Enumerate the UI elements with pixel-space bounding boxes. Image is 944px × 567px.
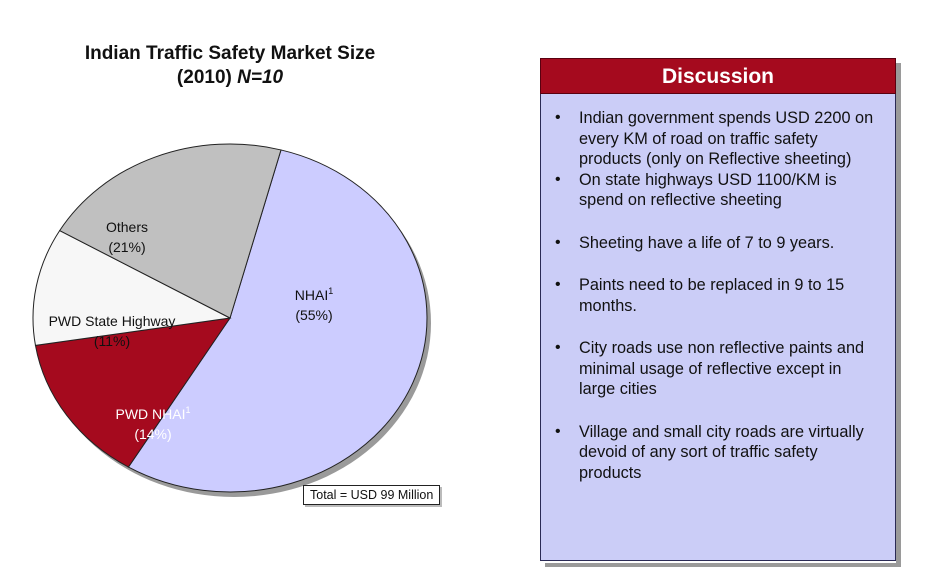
- total-label: Total = USD 99 Million: [303, 485, 441, 505]
- chart-title-main: Indian Traffic Safety Market Size: [84, 43, 376, 64]
- slice-percent-label: (21%): [108, 239, 145, 255]
- bullet-dot: •: [555, 422, 561, 440]
- pie-chart: NHAI1 (55%) PWD NHAI1 (14%) PWD State Highwa…: [32, 143, 431, 497]
- discussion-panel: Discussion • Indian government spends USD…: [540, 58, 896, 563]
- bullet-item: • City roads use non reflective paints an…: [553, 338, 879, 400]
- bullet-text: City roads use non reflective paints and…: [579, 339, 865, 398]
- bullet-text: On state highways USD 1100/KM is spend o…: [579, 170, 837, 210]
- bullet-text: Village and small city roads are virtual…: [579, 422, 864, 482]
- sample-size-label: N=10: [237, 67, 284, 88]
- bullet-dot: •: [555, 339, 561, 356]
- chart-subtitle: (2010): [176, 67, 232, 88]
- discussion-title: Discussion: [540, 58, 896, 94]
- bullet-item: • Indian government spends USD 2200 on ev…: [553, 108, 879, 170]
- slice-percent-label: (11%): [94, 333, 130, 349]
- pie-slice-pwd-state-highway: [32, 229, 232, 346]
- bullet-item: • Sheeting have a life of 7 to 9 years.: [553, 233, 879, 254]
- bullet-list: • Indian government spends USD 2200 on ev…: [553, 108, 879, 483]
- slice-label: PWD NHAI1: [115, 405, 190, 422]
- bullet-item: • Village and small city roads are virtua…: [553, 422, 879, 484]
- pie-slice-nhai: [127, 149, 428, 493]
- discussion-body: • Indian government spends USD 2200 on ev…: [540, 94, 896, 561]
- slice-label: PWD State Highway: [49, 313, 176, 329]
- bullet-dot: •: [555, 109, 561, 126]
- slice-percent-label: (14%): [134, 426, 171, 442]
- bullet-dot: •: [555, 170, 561, 188]
- pie-slice-others: [58, 143, 282, 319]
- bullet-text: Sheeting have a life of 7 to 9 years.: [579, 233, 835, 252]
- slice-label: NHAI1: [295, 286, 333, 303]
- chart-title: Indian Traffic Safety Market Size (2010)…: [30, 42, 430, 90]
- bullet-item: • On state highways USD 1100/KM is spend …: [553, 170, 879, 211]
- bullet-item: • Paints need to be replaced in 9 to 15 m…: [553, 275, 879, 316]
- bullet-dot: •: [555, 233, 561, 251]
- bullet-dot: •: [555, 276, 561, 293]
- pie-slice-pwd-nhai: [34, 317, 232, 468]
- chart-subtitle-line: (2010) N=10: [30, 66, 430, 90]
- bullet-text: Paints need to be replaced in 9 to 15 mo…: [579, 276, 845, 315]
- slice-percent-label: (55%): [295, 307, 332, 323]
- bullet-text: Indian government spends USD 2200 on eve…: [579, 109, 874, 168]
- slice-label: Others: [106, 219, 148, 235]
